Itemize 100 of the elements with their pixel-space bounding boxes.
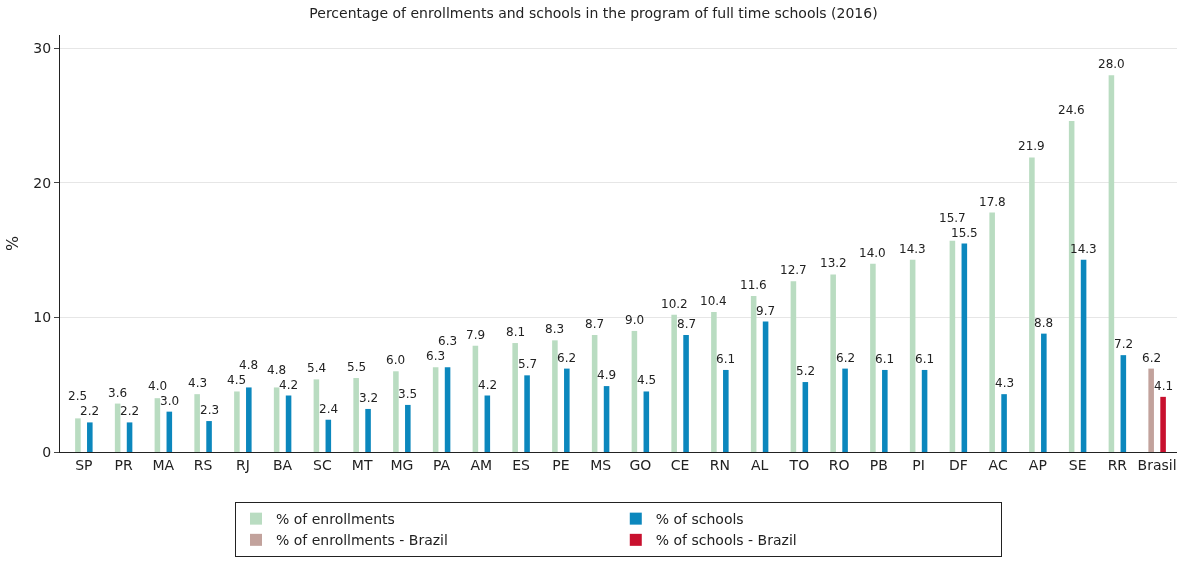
bar: [87, 422, 93, 452]
x-tick-label: SE: [1068, 456, 1087, 473]
data-label: 4.8: [239, 358, 259, 372]
y-tick-label: 20: [33, 174, 52, 191]
data-label: 5.7: [518, 357, 538, 371]
data-label: 7.9: [466, 328, 486, 342]
data-label: 21.9: [1018, 139, 1045, 153]
bar: [1108, 75, 1115, 452]
x-tick-label: SP: [75, 456, 93, 473]
x-tick-label: DF: [948, 456, 968, 473]
bar: [393, 371, 399, 452]
bar: [444, 367, 451, 452]
chart-title: Percentage of enrollments and schools in the program of full time schools (2016): [309, 5, 878, 22]
data-label: 4.1: [1154, 379, 1174, 393]
bar: [961, 243, 968, 452]
data-label: 6.2: [836, 351, 856, 365]
bar: [643, 391, 650, 452]
data-label: 8.1: [506, 325, 526, 339]
data-label: 4.3: [188, 376, 208, 390]
bar: [246, 387, 252, 452]
x-tick-label: RR: [1107, 456, 1128, 473]
bar: [194, 394, 200, 452]
data-label: 2.3: [200, 403, 220, 417]
data-label: 6.2: [1142, 351, 1162, 365]
legend-label: % of schools: [655, 511, 744, 528]
x-tick-label: PE: [552, 456, 570, 473]
bar: [830, 274, 836, 452]
bar: [1160, 396, 1166, 452]
x-tick-label: BA: [273, 456, 293, 473]
bar: [206, 421, 212, 452]
data-label: 15.7: [939, 211, 966, 225]
bar: [365, 408, 371, 452]
data-label: 3.5: [398, 387, 418, 401]
bar: [1120, 355, 1127, 452]
bar: [790, 281, 797, 452]
x-tick-label: RO: [828, 456, 850, 473]
data-label: 14.0: [859, 246, 886, 260]
data-label: 6.3: [426, 349, 446, 363]
bar: [750, 295, 757, 452]
x-tick-label: CE: [670, 456, 690, 473]
bar: [154, 398, 161, 452]
bar: [472, 345, 479, 452]
data-label: 6.3: [438, 334, 458, 348]
data-label: 6.2: [557, 351, 577, 365]
bar: [126, 422, 133, 452]
bar: [405, 404, 411, 452]
bar: [512, 343, 518, 452]
x-tick-label: AC: [988, 456, 1008, 473]
bar: [591, 334, 598, 452]
bar: [802, 382, 809, 452]
data-label: 4.2: [279, 378, 299, 392]
data-label: 6.1: [875, 352, 895, 366]
x-tick-label: PA: [433, 456, 451, 473]
bar: [671, 314, 677, 452]
data-label: 3.6: [108, 386, 128, 400]
bar: [313, 379, 320, 452]
x-tick-label: AP: [1028, 456, 1047, 473]
data-label: 6.0: [386, 353, 406, 367]
x-tick-label: ES: [512, 456, 531, 473]
data-label: 10.4: [700, 294, 727, 308]
data-label: 8.7: [677, 317, 697, 331]
bar: [1148, 368, 1154, 452]
data-label: 9.0: [625, 313, 645, 327]
legend-label: % of enrollments: [276, 511, 395, 528]
data-label: 3.0: [160, 394, 180, 408]
data-label: 2.2: [80, 404, 100, 418]
bar: [842, 368, 848, 452]
bar: [234, 391, 240, 452]
data-label: 14.3: [1070, 242, 1097, 256]
bar: [1029, 157, 1035, 452]
x-tick-label: GO: [629, 456, 652, 473]
data-label: 2.2: [120, 404, 140, 418]
data-label: 4.5: [227, 373, 247, 387]
x-tick-label: MT: [351, 456, 373, 473]
data-label: 9.7: [756, 304, 776, 318]
bar: [552, 340, 558, 452]
bar: [524, 375, 530, 452]
x-tick-label: AL: [750, 456, 769, 473]
bar: [432, 367, 439, 452]
y-axis-title: %: [3, 235, 22, 252]
data-label: 2.5: [68, 389, 88, 403]
bar: [564, 368, 570, 452]
x-tick-label: TO: [788, 456, 810, 473]
bar: [989, 212, 995, 452]
data-label: 4.3: [995, 376, 1015, 390]
y-tick-label: 10: [33, 309, 52, 326]
x-tick-label: SC: [313, 456, 332, 473]
data-label: 13.2: [820, 256, 847, 270]
bar: [1001, 394, 1007, 452]
bar: [353, 378, 359, 452]
bar: [882, 369, 888, 452]
data-label: 11.6: [740, 278, 767, 292]
data-label: 24.6: [1058, 103, 1085, 117]
data-label: 4.9: [597, 368, 617, 382]
bar: [603, 386, 610, 452]
x-tick-label: MS: [590, 456, 612, 473]
bar: [75, 418, 81, 452]
data-label: 4.2: [478, 378, 498, 392]
bar: [949, 240, 956, 452]
data-label: 6.1: [915, 352, 935, 366]
